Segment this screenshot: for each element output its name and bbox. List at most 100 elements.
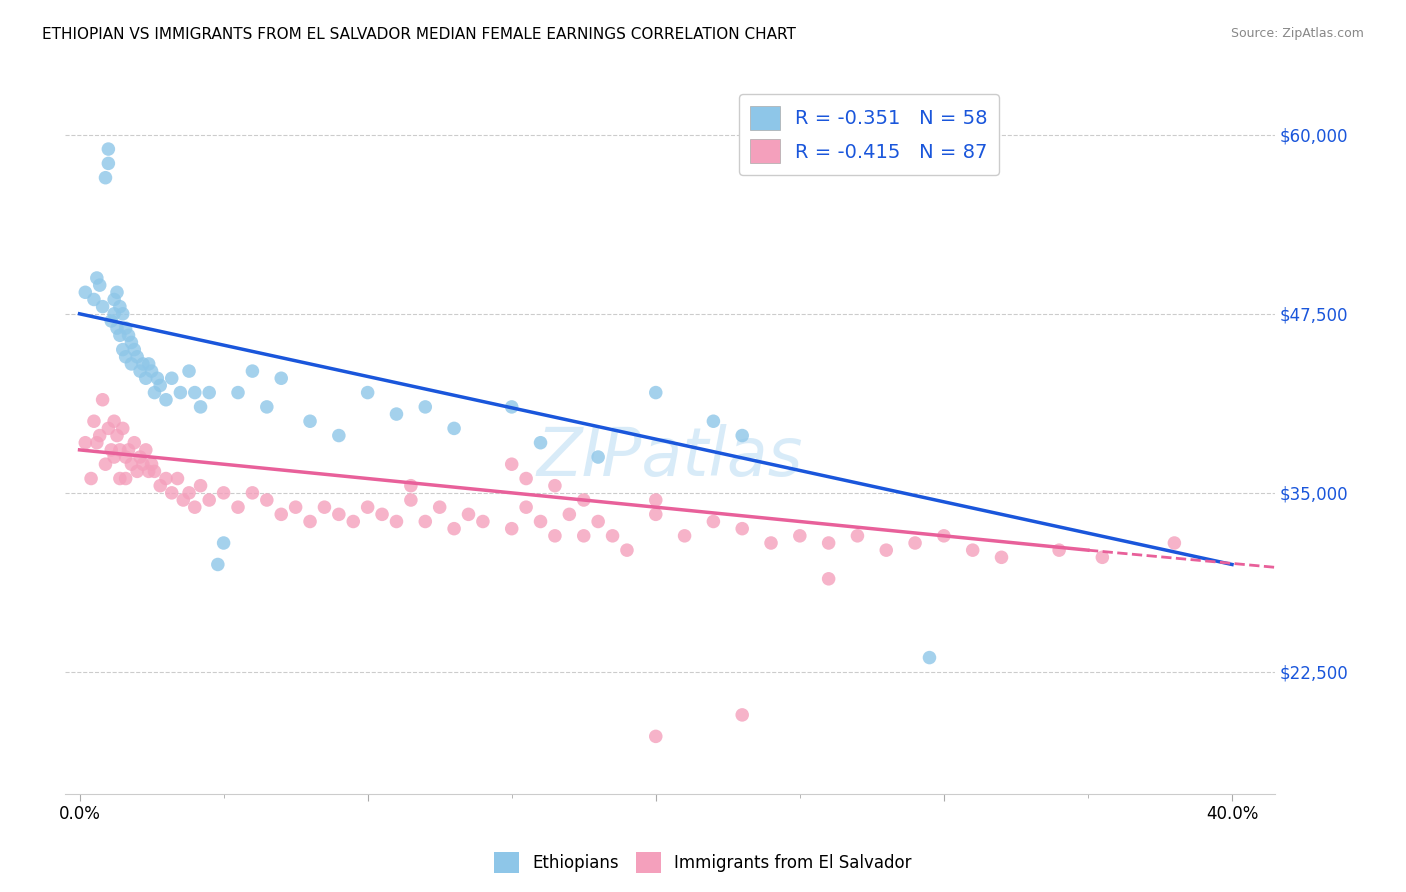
- Point: [91, 300, 114, 314]
- Point: [117, 328, 139, 343]
- Point: [129, 450, 152, 464]
- Point: [299, 515, 322, 529]
- Point: [702, 414, 724, 428]
- Point: [155, 392, 177, 407]
- Point: [89, 428, 111, 442]
- Point: [132, 457, 155, 471]
- Point: [1047, 543, 1070, 558]
- Point: [644, 508, 666, 522]
- Point: [111, 343, 134, 357]
- Point: [515, 471, 537, 485]
- Point: [918, 650, 941, 665]
- Point: [198, 385, 221, 400]
- Point: [141, 457, 163, 471]
- Point: [89, 278, 111, 293]
- Point: [399, 493, 422, 508]
- Point: [284, 500, 307, 515]
- Point: [731, 707, 754, 722]
- Point: [602, 529, 624, 543]
- Point: [904, 536, 927, 550]
- Point: [990, 550, 1012, 565]
- Point: [572, 493, 595, 508]
- Point: [127, 464, 149, 478]
- Point: [105, 285, 128, 300]
- Point: [143, 385, 166, 400]
- Point: [242, 486, 264, 500]
- Point: [371, 508, 394, 522]
- Point: [132, 357, 155, 371]
- Point: [138, 464, 160, 478]
- Point: [177, 486, 200, 500]
- Point: [103, 450, 125, 464]
- Point: [138, 357, 160, 371]
- Point: [103, 293, 125, 307]
- Point: [342, 515, 364, 529]
- Text: ETHIOPIAN VS IMMIGRANTS FROM EL SALVADOR MEDIAN FEMALE EARNINGS CORRELATION CHAR: ETHIOPIAN VS IMMIGRANTS FROM EL SALVADOR…: [42, 27, 796, 42]
- Point: [529, 515, 551, 529]
- Text: ZIPatlas: ZIPatlas: [537, 424, 803, 490]
- Point: [97, 142, 120, 156]
- Point: [731, 522, 754, 536]
- Point: [226, 500, 249, 515]
- Point: [616, 543, 638, 558]
- Point: [242, 364, 264, 378]
- Point: [731, 428, 754, 442]
- Point: [1091, 550, 1114, 565]
- Point: [328, 428, 350, 442]
- Point: [108, 328, 131, 343]
- Point: [114, 321, 136, 335]
- Point: [135, 371, 157, 385]
- Point: [114, 471, 136, 485]
- Point: [270, 508, 292, 522]
- Point: [385, 515, 408, 529]
- Point: [103, 307, 125, 321]
- Point: [501, 457, 523, 471]
- Point: [789, 529, 811, 543]
- Point: [141, 364, 163, 378]
- Point: [184, 500, 207, 515]
- Point: [817, 536, 839, 550]
- Point: [127, 350, 149, 364]
- Point: [111, 421, 134, 435]
- Point: [413, 515, 436, 529]
- Point: [673, 529, 696, 543]
- Point: [169, 385, 191, 400]
- Point: [108, 300, 131, 314]
- Point: [515, 500, 537, 515]
- Point: [166, 471, 188, 485]
- Point: [817, 572, 839, 586]
- Point: [702, 515, 724, 529]
- Point: [875, 543, 897, 558]
- Point: [256, 400, 278, 414]
- Point: [100, 314, 122, 328]
- Point: [256, 493, 278, 508]
- Point: [108, 471, 131, 485]
- Point: [120, 357, 142, 371]
- Point: [443, 522, 465, 536]
- Point: [207, 558, 229, 572]
- Point: [177, 364, 200, 378]
- Point: [429, 500, 451, 515]
- Point: [544, 529, 567, 543]
- Point: [190, 478, 212, 492]
- Point: [212, 536, 235, 550]
- Point: [94, 170, 117, 185]
- Point: [100, 442, 122, 457]
- Point: [314, 500, 336, 515]
- Point: [399, 478, 422, 492]
- Text: Source: ZipAtlas.com: Source: ZipAtlas.com: [1230, 27, 1364, 40]
- Point: [190, 400, 212, 414]
- Point: [544, 478, 567, 492]
- Point: [108, 442, 131, 457]
- Point: [644, 493, 666, 508]
- Point: [160, 371, 183, 385]
- Point: [846, 529, 869, 543]
- Point: [558, 508, 581, 522]
- Point: [124, 343, 146, 357]
- Point: [86, 271, 108, 285]
- Point: [111, 307, 134, 321]
- Point: [299, 414, 322, 428]
- Point: [586, 450, 609, 464]
- Legend: Ethiopians, Immigrants from El Salvador: Ethiopians, Immigrants from El Salvador: [488, 846, 918, 880]
- Point: [529, 435, 551, 450]
